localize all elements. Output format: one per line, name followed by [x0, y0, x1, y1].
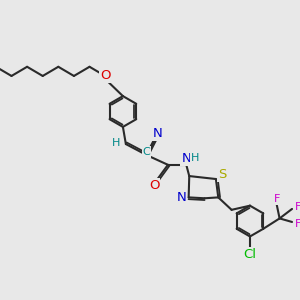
Text: O: O: [100, 70, 110, 83]
Text: S: S: [218, 168, 226, 181]
Text: O: O: [149, 179, 160, 192]
Text: F: F: [295, 219, 300, 229]
Text: F: F: [295, 202, 300, 212]
Text: H: H: [190, 153, 199, 163]
Text: C: C: [143, 147, 151, 157]
Text: N: N: [153, 127, 163, 140]
Text: N: N: [176, 191, 186, 204]
Text: N: N: [182, 152, 191, 165]
Text: F: F: [273, 194, 280, 204]
Text: Cl: Cl: [244, 248, 256, 261]
Text: H: H: [112, 138, 121, 148]
